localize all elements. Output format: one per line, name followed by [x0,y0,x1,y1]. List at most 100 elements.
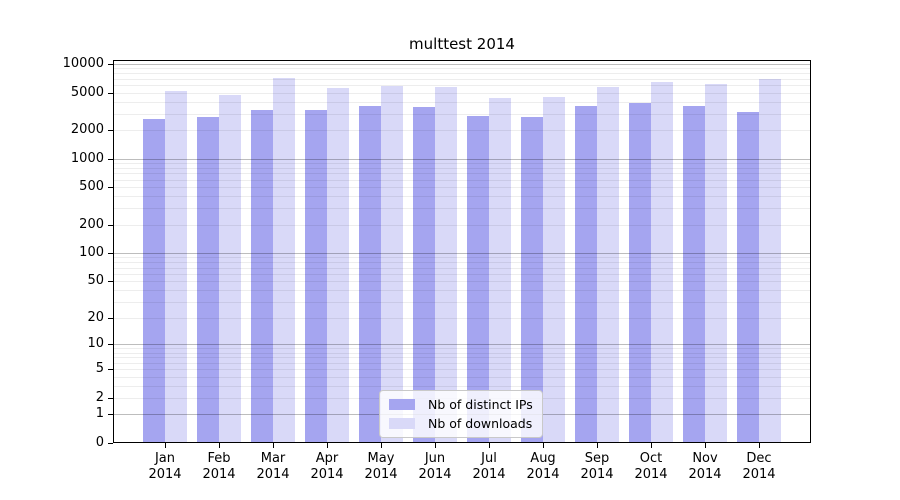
bar-nb-of-distinct-ips-dec-2014 [737,112,759,443]
y-tick-mark-10000 [108,63,113,65]
x-tick-label-may-2014: May 2014 [364,451,398,482]
x-tick-label-aug-2014: Aug 2014 [526,451,560,482]
gridline-minor-500 [113,187,811,189]
chart-title: multtest 2014 [409,35,515,53]
bar-nb-of-downloads-nov-2014 [705,84,727,443]
x-tick-mark-apr-2014 [327,443,328,448]
x-tick-mark-oct-2014 [651,443,652,448]
bar-nb-of-distinct-ips-jul-2014 [467,116,489,443]
gridline-minor-9 [113,348,811,350]
y-tick-label-5000: 5000 [70,84,104,100]
x-tick-label-sep-2014: Sep 2014 [580,451,614,482]
legend-label-distinct-ips: Nb of distinct IPs [428,397,533,412]
x-tick-mark-feb-2014 [219,443,220,448]
x-tick-mark-mar-2014 [273,443,274,448]
gridline-minor-5 [113,369,811,371]
bar-nb-of-distinct-ips-feb-2014 [197,117,219,443]
gridline-minor-8 [113,352,811,354]
gridline-minor-5000 [113,92,811,94]
y-tick-label-1: 1 [95,406,104,422]
bar-nb-of-distinct-ips-may-2014 [359,105,381,443]
bar-nb-of-downloads-mar-2014 [273,78,295,443]
legend-entry-downloads: Nb of downloads [389,416,533,431]
x-tick-mark-jul-2014 [489,443,490,448]
x-tick-label-jul-2014: Jul 2014 [472,451,506,482]
x-tick-label-mar-2014: Mar 2014 [256,451,290,482]
y-tick-label-2000: 2000 [70,122,104,138]
legend-swatch-distinct-ips [389,399,415,410]
gridline-minor-60 [113,273,811,275]
x-tick-label-oct-2014: Oct 2014 [634,451,668,482]
legend: Nb of distinct IPs Nb of downloads [379,390,543,438]
y-tick-label-10: 10 [87,336,104,352]
y-tick-mark-5000 [108,92,113,94]
gridline-minor-80 [113,262,811,264]
bar-nb-of-downloads-jul-2014 [489,98,511,443]
gridline-minor-30 [113,301,811,303]
x-tick-label-feb-2014: Feb 2014 [202,451,236,482]
x-tick-mark-aug-2014 [543,443,544,448]
gridline-minor-900 [113,163,811,165]
legend-swatch-downloads [389,418,415,429]
gridline-major-1000 [113,158,811,160]
y-tick-label-200: 200 [79,216,104,232]
y-tick-label-10000: 10000 [62,55,104,71]
x-tick-mark-dec-2014 [759,443,760,448]
bar-nb-of-distinct-ips-jan-2014 [143,118,165,443]
bar-nb-of-distinct-ips-apr-2014 [305,110,327,443]
bar-nb-of-downloads-may-2014 [381,85,403,443]
bar-nb-of-downloads-aug-2014 [543,97,565,443]
bar-nb-of-distinct-ips-nov-2014 [683,106,705,443]
gridline-minor-2000 [113,130,811,132]
legend-label-downloads: Nb of downloads [428,416,533,431]
x-tick-mark-jan-2014 [165,443,166,448]
gridline-minor-8000 [113,73,811,75]
bar-nb-of-downloads-dec-2014 [759,79,781,443]
gridline-minor-400 [113,196,811,198]
bar-nb-of-downloads-jun-2014 [435,87,457,443]
gridline-major-10 [113,344,811,346]
y-tick-mark-1000 [108,158,113,160]
y-tick-mark-100 [108,253,113,255]
gridline-minor-9000 [113,68,811,70]
bar-nb-of-downloads-apr-2014 [327,88,349,443]
y-tick-label-50: 50 [87,273,104,289]
gridline-minor-4000 [113,101,811,103]
y-tick-label-5: 5 [95,361,104,377]
gridline-minor-6 [113,362,811,364]
y-tick-mark-1 [108,414,113,416]
x-tick-mark-sep-2014 [597,443,598,448]
bar-nb-of-downloads-oct-2014 [651,82,673,443]
gridline-minor-4 [113,376,811,378]
gridline-major-10000 [113,63,811,65]
gridline-minor-20 [113,317,811,319]
x-tick-label-jan-2014: Jan 2014 [148,451,182,482]
bar-nb-of-downloads-jan-2014 [165,90,187,443]
gridline-minor-300 [113,208,811,210]
x-tick-label-nov-2014: Nov 2014 [688,451,722,482]
y-tick-label-1000: 1000 [70,150,104,166]
y-tick-label-2: 2 [95,389,104,405]
gridline-minor-90 [113,257,811,259]
gridline-minor-800 [113,167,811,169]
gridline-minor-6000 [113,85,811,86]
gridline-minor-600 [113,179,811,181]
gridline-minor-40 [113,290,811,292]
y-tick-mark-200 [108,224,113,226]
y-tick-mark-500 [108,187,113,189]
bar-nb-of-downloads-feb-2014 [219,95,241,443]
bar-nb-of-distinct-ips-jun-2014 [413,106,435,443]
x-tick-label-jun-2014: Jun 2014 [418,451,452,482]
x-tick-label-apr-2014: Apr 2014 [310,451,344,482]
x-tick-mark-jun-2014 [435,443,436,448]
gridline-minor-50 [113,281,811,283]
x-tick-mark-may-2014 [381,443,382,448]
x-tick-label-dec-2014: Dec 2014 [742,451,776,482]
y-tick-mark-20 [108,317,113,319]
y-tick-mark-2000 [108,130,113,132]
bar-nb-of-downloads-sep-2014 [597,87,619,443]
gridline-minor-3 [113,385,811,387]
bar-nb-of-distinct-ips-oct-2014 [629,103,651,443]
y-tick-label-100: 100 [79,245,104,261]
